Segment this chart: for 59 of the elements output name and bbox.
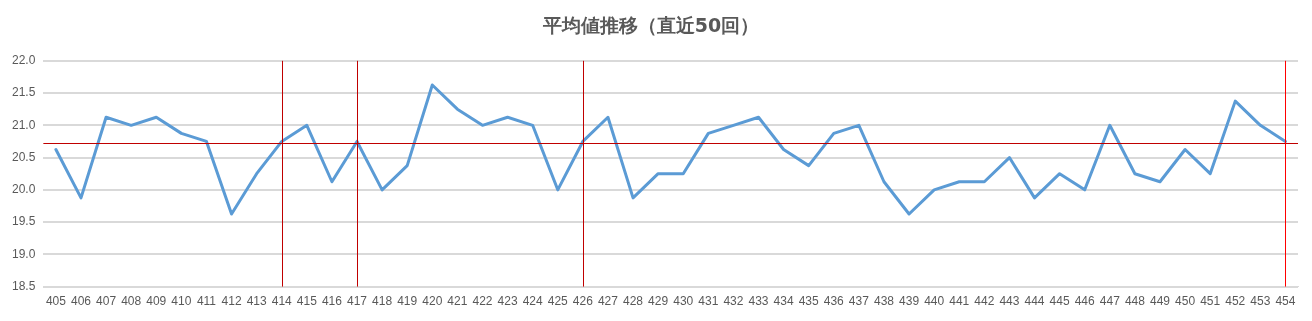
x-tick-label: 423 xyxy=(497,294,518,309)
x-tick-label: 440 xyxy=(924,294,945,309)
x-tick-label: 449 xyxy=(1149,294,1171,309)
x-tick-label: 421 xyxy=(447,294,468,309)
x-tick-label: 420 xyxy=(422,294,443,309)
x-tick-label: 411 xyxy=(196,294,217,309)
y-tick-label: 20.5 xyxy=(12,149,36,164)
y-tick-label: 18.5 xyxy=(12,278,36,293)
y-tick-label: 20.0 xyxy=(12,182,36,197)
x-tick-label: 437 xyxy=(848,294,870,309)
x-tick-label: 434 xyxy=(773,294,794,309)
x-tick-label: 444 xyxy=(1024,294,1045,309)
x-tick-label: 435 xyxy=(798,294,820,309)
x-tick-label: 430 xyxy=(673,294,694,309)
x-tick-label: 414 xyxy=(271,294,293,309)
x-tick-label: 422 xyxy=(472,294,493,309)
x-tick-label: 408 xyxy=(121,294,142,309)
x-tick-label: 410 xyxy=(171,294,192,309)
x-tick-label: 409 xyxy=(146,294,167,309)
x-tick-label: 451 xyxy=(1200,294,1221,309)
x-tick-label: 425 xyxy=(547,294,569,309)
x-tick-label: 427 xyxy=(597,294,619,309)
x-tick-label: 416 xyxy=(321,294,343,309)
x-tick-label: 424 xyxy=(522,294,543,309)
x-tick-label: 418 xyxy=(372,294,393,309)
x-tick-label: 428 xyxy=(623,294,644,309)
x-tick-label: 445 xyxy=(1049,294,1070,309)
y-tick-label: 19.5 xyxy=(12,214,36,229)
x-tick-label: 448 xyxy=(1124,294,1146,309)
x-tick-label: 432 xyxy=(723,294,744,309)
x-tick-label: 429 xyxy=(648,294,669,309)
x-tick-label: 447 xyxy=(1099,294,1121,309)
x-tick-label: 439 xyxy=(899,294,920,309)
x-tick-label: 442 xyxy=(974,294,995,309)
y-tick-label: 21.0 xyxy=(12,117,36,132)
x-tick-label: 446 xyxy=(1074,294,1096,309)
x-tick-label: 433 xyxy=(748,294,769,309)
x-tick-label: 415 xyxy=(296,294,318,309)
x-tick-label: 441 xyxy=(949,294,970,309)
chart-title: 平均値推移（直近50回） xyxy=(541,14,760,37)
x-tick-label: 406 xyxy=(70,294,92,309)
x-tick-label: 413 xyxy=(246,294,267,309)
x-tick-label: 419 xyxy=(397,294,418,309)
x-tick-label: 454 xyxy=(1275,294,1296,309)
x-tick-label: 405 xyxy=(45,294,67,309)
x-tick-label: 412 xyxy=(221,294,242,309)
x-tick-label: 443 xyxy=(999,294,1020,309)
x-tick-label: 417 xyxy=(347,294,368,309)
x-tick-label: 453 xyxy=(1250,294,1271,309)
y-tick-label: 19.0 xyxy=(12,246,36,261)
x-tick-label: 431 xyxy=(698,294,719,309)
y-tick-label: 21.5 xyxy=(12,85,36,100)
x-tick-label: 426 xyxy=(572,294,594,309)
x-tick-label: 436 xyxy=(823,294,845,309)
x-tick-label: 450 xyxy=(1175,294,1196,309)
x-tick-label: 407 xyxy=(96,294,117,309)
x-tick-label: 452 xyxy=(1225,294,1246,309)
y-tick-label: 22.0 xyxy=(12,53,36,68)
x-tick-label: 438 xyxy=(873,294,895,309)
